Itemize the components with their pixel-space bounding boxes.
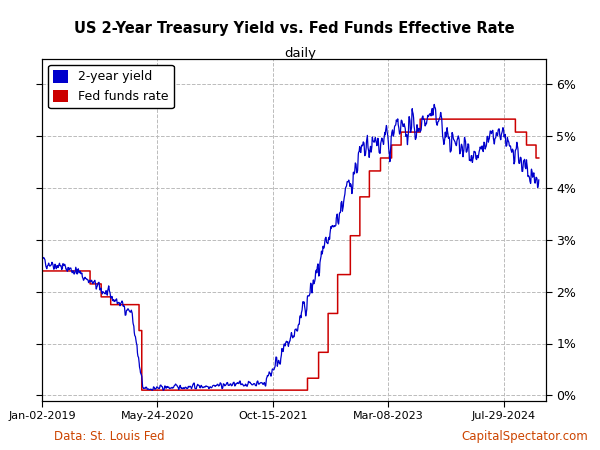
Text: Data: St. Louis Fed: Data: St. Louis Fed bbox=[54, 430, 164, 443]
Title: US 2-Year Treasury Yield vs. Fed Funds Effective Rate: US 2-Year Treasury Yield vs. Fed Funds E… bbox=[74, 22, 514, 36]
Legend: 2-year yield, Fed funds rate: 2-year yield, Fed funds rate bbox=[48, 65, 174, 108]
Text: CapitalSpectator.com: CapitalSpectator.com bbox=[461, 430, 588, 443]
Text: daily: daily bbox=[284, 47, 316, 60]
